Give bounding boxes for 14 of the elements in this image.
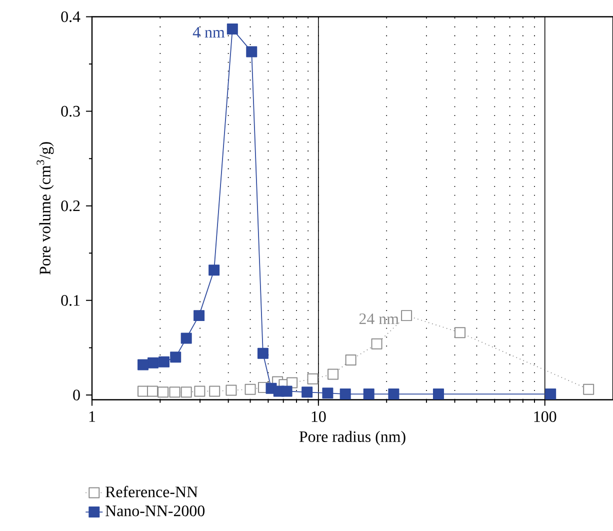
y-axis-title: Pore volume (cm$^{3}$/g)	[36, 142, 54, 275]
y-tick-label: 0.4	[61, 11, 80, 22]
x-tick-label: 100	[534, 411, 556, 422]
legend-label: Reference-NN	[106, 486, 198, 498]
x-tick-label: 10	[312, 411, 326, 422]
y-tick-label: 0.2	[61, 200, 80, 212]
annotation: 24 nm	[359, 314, 399, 324]
y-tick-label: 0.3	[61, 106, 80, 117]
annotation: 4 nm	[192, 27, 225, 38]
legend-label: Nano-NN-2000	[106, 506, 205, 516]
x-axis-title: Pore radius (nm)	[299, 430, 406, 446]
y-tick-label: 0.1	[61, 295, 80, 306]
y-tick-label: 0	[73, 390, 80, 400]
x-tick-label: 1	[89, 411, 96, 422]
